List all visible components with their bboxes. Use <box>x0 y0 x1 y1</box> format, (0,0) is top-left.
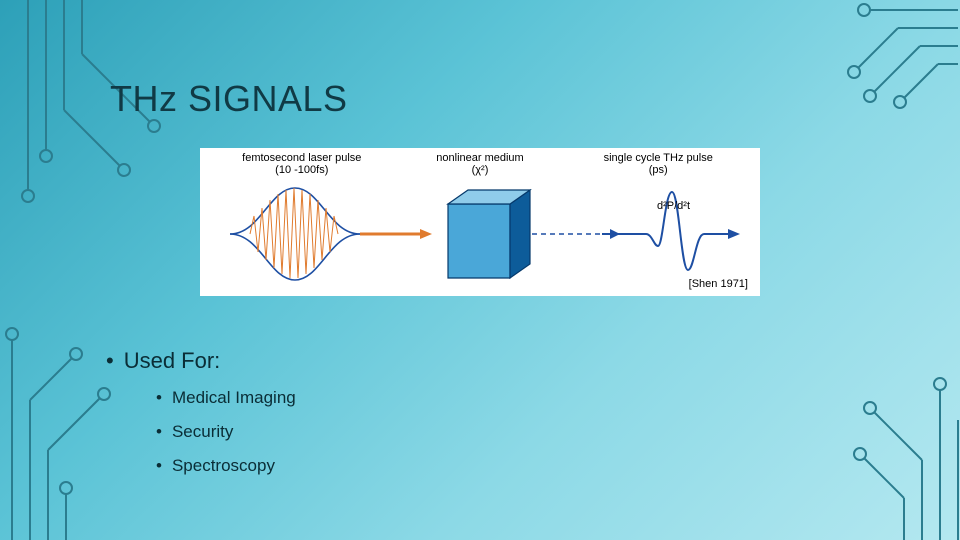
bullet-dot-icon: • <box>156 423 162 440</box>
diagram-label-1: femtosecond laser pulse (10 -100fs) <box>214 152 390 176</box>
bullet-level2-item: • Security <box>156 422 850 442</box>
bullet-level2-text: Medical Imaging <box>172 388 296 408</box>
diagram-label-2: nonlinear medium (χ²) <box>392 152 568 176</box>
slide: THz SIGNALS femtosecond laser pulse (10 … <box>0 0 960 540</box>
bullet-dot-icon: • <box>156 389 162 406</box>
diagram-citation: [Shen 1971] <box>689 278 748 290</box>
bullet-level1-text: Used For: <box>124 348 221 374</box>
bullet-level2-item: • Spectroscopy <box>156 456 850 476</box>
bullet-dot-icon: • <box>156 457 162 474</box>
diagram-formula: d²P/d²t <box>657 200 690 212</box>
diagram-graphic <box>210 178 750 288</box>
bullet-dot-icon: • <box>106 350 114 372</box>
bullet-level1: • Used For: <box>106 348 850 374</box>
thz-diagram: femtosecond laser pulse (10 -100fs) nonl… <box>200 148 760 296</box>
slide-title: THz SIGNALS <box>110 78 850 120</box>
bullet-level2-text: Security <box>172 422 233 442</box>
bullet-list: • Used For: • Medical Imaging • Security… <box>110 348 850 476</box>
bullet-level2-text: Spectroscopy <box>172 456 275 476</box>
bullet-level2-item: • Medical Imaging <box>156 388 850 408</box>
diagram-label-3: single cycle THz pulse (ps) <box>570 152 746 176</box>
